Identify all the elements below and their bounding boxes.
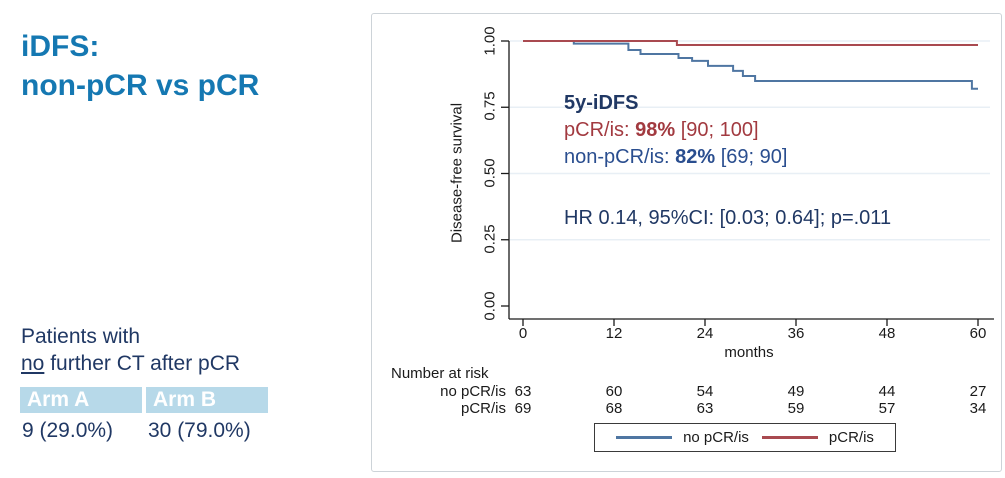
y-tick-label-000: 0.00 bbox=[481, 291, 499, 321]
risk-value: 54 bbox=[696, 383, 714, 400]
risk-value: 63 bbox=[696, 400, 714, 417]
note-line2-rest: further CT after pCR bbox=[44, 352, 241, 375]
arm-table-value-b: 30 (79.0%) bbox=[148, 419, 251, 442]
risk-value: 63 bbox=[514, 383, 532, 400]
risk-value: 34 bbox=[969, 400, 987, 417]
legend-item-no-pcr: no pCR/is bbox=[616, 429, 749, 446]
annotation-5y-heading: 5y-iDFS bbox=[564, 92, 639, 114]
annotation-block: 5y-iDFS pCR/is: 98% [90; 100] non-pCR/is… bbox=[564, 90, 891, 232]
x-tick-label-48: 48 bbox=[878, 325, 896, 342]
y-tick-label-100: 1.00 bbox=[481, 26, 499, 56]
annotation-nonpcr-line: non-pCR/is: 82% [69; 90] bbox=[564, 144, 891, 171]
risk-row-label-pcr: pCR/is bbox=[460, 400, 506, 417]
y-tick-label-050: 0.50 bbox=[481, 158, 499, 188]
arm-table-value-a: 9 (29.0%) bbox=[22, 419, 114, 442]
risk-value: 59 bbox=[787, 400, 805, 417]
note-patients: Patients with no further CT after pCR bbox=[21, 323, 240, 377]
annotation-nonpcr-value: 82% bbox=[675, 146, 716, 168]
risk-value: 68 bbox=[605, 400, 623, 417]
y-axis-label: Disease-free survival bbox=[448, 102, 466, 244]
annotation-nonpcr-ci: [69; 90] bbox=[715, 146, 788, 168]
risk-table-title: Number at risk bbox=[391, 365, 489, 382]
x-tick-label-24: 24 bbox=[696, 325, 714, 342]
risk-row-label-no-pcr: no pCR/is bbox=[440, 383, 506, 400]
annotation-pcr-ci: [90; 100] bbox=[675, 119, 759, 141]
risk-value: 49 bbox=[787, 383, 805, 400]
annotation-hr-line: HR 0.14, 95%CI: [0.03; 0.64]; p=.011 bbox=[564, 207, 892, 229]
legend-label-no-pcr: no pCR/is bbox=[683, 429, 749, 446]
arm-table-header-a: Arm A bbox=[20, 387, 142, 413]
legend-line-pcr bbox=[761, 436, 818, 439]
risk-value: 44 bbox=[878, 383, 896, 400]
arm-table-value-row: 9 (29.0%) 30 (79.0%) bbox=[20, 419, 270, 443]
annotation-nonpcr-prefix: non-pCR/is: bbox=[564, 146, 676, 168]
legend-label-pcr: pCR/is bbox=[828, 429, 874, 446]
note-underlined-word: no bbox=[21, 352, 45, 375]
arm-table-header-row: Arm A Arm B bbox=[20, 387, 270, 413]
x-tick-label-12: 12 bbox=[605, 325, 623, 342]
risk-value: 57 bbox=[878, 400, 896, 417]
page-title: iDFS: non-pCR vs pCR bbox=[21, 27, 259, 105]
y-tick-label-025: 0.25 bbox=[481, 224, 499, 254]
page-title-line2: non-pCR vs pCR bbox=[21, 69, 260, 102]
x-tick-label-36: 36 bbox=[787, 325, 805, 342]
km-plot-svg bbox=[501, 40, 994, 326]
arm-table: Arm A Arm B 9 (29.0%) 30 (79.0%) bbox=[20, 387, 270, 443]
legend-item-pcr: pCR/is bbox=[761, 429, 874, 446]
legend: no pCR/is pCR/is bbox=[594, 423, 896, 452]
risk-value: 27 bbox=[969, 383, 987, 400]
arm-table-header-b: Arm B bbox=[146, 387, 268, 413]
chart-panel: Disease-free survival 1.00 0.75 0.50 0.2… bbox=[371, 13, 1002, 472]
x-tick-label-0: 0 bbox=[518, 325, 528, 342]
annotation-pcr-prefix: pCR/is: bbox=[564, 119, 636, 141]
note-line1: Patients with bbox=[21, 325, 141, 348]
page-title-line1: iDFS: bbox=[21, 30, 100, 63]
legend-line-no-pcr bbox=[616, 436, 673, 439]
annotation-pcr-line: pCR/is: 98% [90; 100] bbox=[564, 117, 891, 144]
risk-value: 69 bbox=[514, 400, 532, 417]
annotation-pcr-value: 98% bbox=[635, 119, 676, 141]
x-tick-label-60: 60 bbox=[969, 325, 987, 342]
x-axis-label: months bbox=[724, 344, 774, 361]
y-tick-label-075: 0.75 bbox=[481, 91, 499, 121]
risk-value: 60 bbox=[605, 383, 623, 400]
